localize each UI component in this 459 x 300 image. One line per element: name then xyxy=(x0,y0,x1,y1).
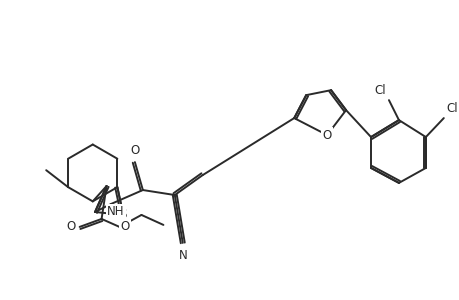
Text: O: O xyxy=(120,220,129,233)
Text: Cl: Cl xyxy=(446,102,458,115)
Text: S: S xyxy=(119,208,127,221)
Text: O: O xyxy=(130,144,139,157)
Text: NH: NH xyxy=(107,206,124,218)
Text: O: O xyxy=(322,128,331,142)
Text: Cl: Cl xyxy=(374,84,385,97)
Text: N: N xyxy=(178,249,187,262)
Text: O: O xyxy=(66,220,75,233)
